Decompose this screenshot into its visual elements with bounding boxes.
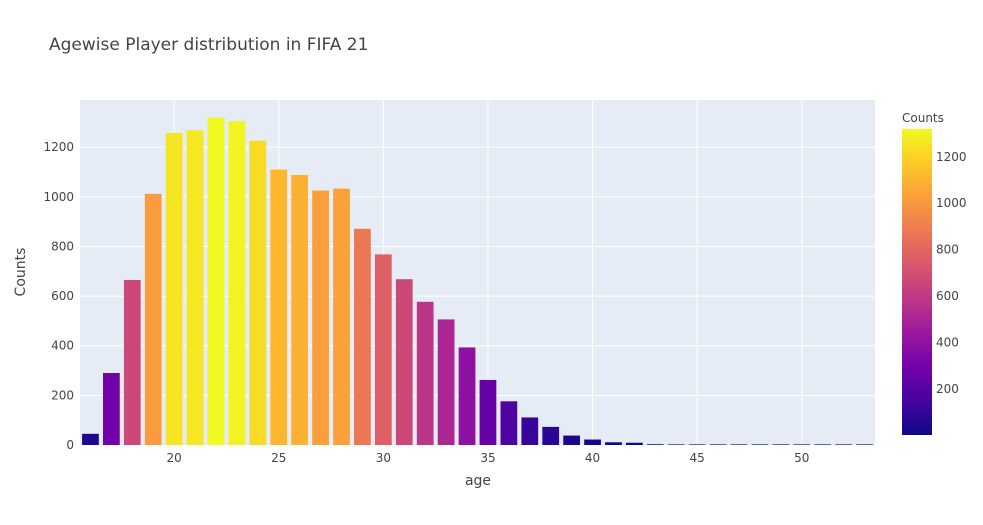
- colorbar-tick-label: 400: [936, 335, 959, 349]
- x-tick-label: 40: [585, 451, 600, 465]
- bar: [542, 426, 560, 445]
- bar: [500, 401, 518, 445]
- bar: [437, 319, 455, 445]
- colorbar-tick-label: 200: [936, 382, 959, 396]
- x-tick-label: 50: [794, 451, 809, 465]
- bar: [374, 254, 392, 445]
- x-tick-label: 20: [167, 451, 182, 465]
- x-tick-label: 30: [376, 451, 391, 465]
- colorbar-tick-label: 600: [936, 289, 959, 303]
- bar: [521, 417, 539, 445]
- bar: [103, 373, 120, 445]
- bar: [228, 121, 246, 446]
- bar: [479, 379, 497, 445]
- bar: [772, 444, 790, 445]
- bar: [312, 190, 329, 445]
- bar: [270, 169, 288, 445]
- bar: [646, 444, 664, 445]
- bar: [249, 140, 267, 446]
- bar: [730, 444, 748, 445]
- bar: [144, 193, 162, 445]
- bar: [626, 442, 643, 445]
- y-tick-label: 600: [51, 289, 74, 303]
- bar: [667, 444, 685, 445]
- bar: [709, 444, 727, 445]
- colorbar-tick-label: 800: [936, 243, 959, 257]
- bar: [82, 433, 99, 445]
- bar: [751, 444, 769, 445]
- bar: [605, 442, 622, 445]
- bar: [814, 444, 832, 445]
- bar: [186, 130, 204, 445]
- colorbar: [902, 129, 932, 435]
- x-tick-label: 25: [271, 451, 286, 465]
- chart-title: Agewise Player distribution in FIFA 21: [49, 35, 368, 55]
- bar: [835, 444, 852, 445]
- colorbar-tick-label: 1000: [936, 196, 967, 210]
- bar: [165, 133, 183, 445]
- colorbar-ticks: 200 400 600 800 1000 1200: [936, 150, 967, 396]
- y-tick-label: 800: [51, 239, 74, 253]
- y-axis-title: Counts: [13, 248, 29, 297]
- bar: [584, 439, 601, 445]
- bar: [291, 174, 309, 445]
- bar: [354, 228, 371, 445]
- x-tick-label: 45: [690, 451, 705, 465]
- bar: [123, 279, 141, 445]
- bar: [333, 188, 350, 445]
- y-tick-label: 1000: [43, 190, 74, 204]
- bar: [395, 279, 413, 445]
- y-tick-label: 200: [51, 388, 74, 402]
- y-tick-label: 1200: [43, 140, 74, 154]
- y-tick-label: 400: [51, 339, 74, 353]
- x-axis-ticks: 20 25 30 35 40 45 50: [167, 451, 810, 465]
- bar: [416, 301, 434, 445]
- colorbar-tick-label: 1200: [936, 150, 967, 164]
- x-axis-title: age: [465, 473, 491, 489]
- colorbar-title: Counts: [902, 111, 944, 125]
- bar: [793, 444, 811, 445]
- y-axis-ticks: 0 200 400 600 800 1000 1200: [43, 140, 74, 452]
- x-tick-label: 35: [480, 451, 495, 465]
- bars: [82, 117, 873, 446]
- bar: [458, 347, 476, 445]
- bar: [688, 444, 706, 445]
- bar: [207, 117, 225, 446]
- bar: [563, 435, 581, 445]
- y-tick-label: 0: [66, 438, 74, 452]
- bar: [856, 444, 873, 445]
